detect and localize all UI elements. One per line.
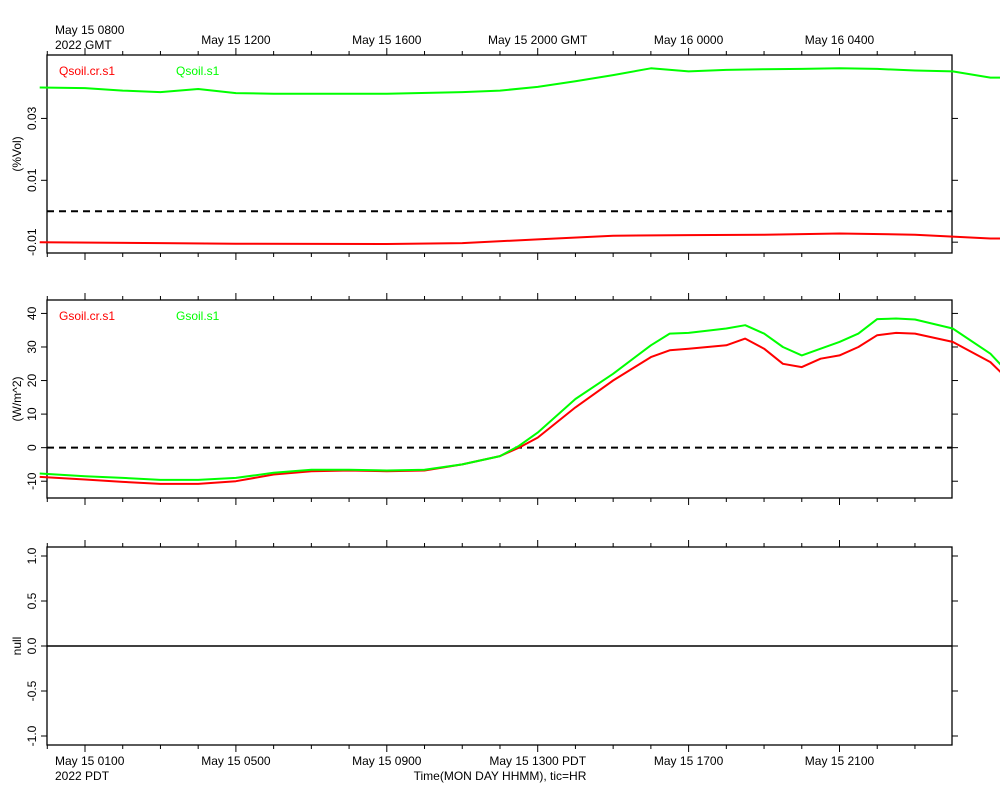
bottom-start-year-label: 2022 PDT [55, 769, 110, 783]
panel-1: -0.01 0.01 0.03(%Vol) Qsoil.cr.s1 Qsoil.s1 [10, 48, 1000, 260]
bottom-tick-label: May 15 0500 [201, 754, 271, 768]
series-line-Gsoil-s1 [39, 317, 1000, 481]
top-tick-label: May 15 1600 [352, 33, 422, 47]
y-axis-label: (%Vol) [10, 136, 24, 171]
y-tick-label: 10 [25, 407, 39, 421]
y-tick-label: 20 [25, 374, 39, 388]
bottom-tick-label: May 15 1700 [654, 754, 724, 768]
legend-Qsoil-s1: Qsoil.s1 [176, 64, 220, 78]
top-tick-label: May 16 0400 [805, 33, 875, 47]
y-tick-label: 0.0 [25, 637, 39, 654]
top-start-label: May 15 0800 [55, 23, 125, 37]
y-tick-label: -0.01 [25, 228, 39, 256]
bottom-start-label: May 15 0100 [55, 754, 125, 768]
top-tick-label: May 15 2000 GMT [488, 33, 588, 47]
x-axis-title: Time(MON DAY HHMM), tic=HR [414, 769, 587, 783]
bottom-tick-label: May 15 0900 [352, 754, 422, 768]
bottom-tick-label: May 15 2100 [805, 754, 875, 768]
y-tick-label: 1.0 [25, 547, 39, 564]
y-tick-label: 0.03 [25, 106, 39, 130]
y-tick-label: 0 [25, 444, 39, 451]
y-axis-label: (W/m^2) [10, 377, 24, 422]
series-line-Qsoil-cr-s1 [39, 232, 1000, 245]
series-line-Gsoil-cr-s1 [39, 331, 1000, 485]
y-tick-label: -1.0 [25, 725, 39, 746]
legend-Qsoil-cr-s1: Qsoil.cr.s1 [59, 64, 115, 78]
y-tick-label: -10 [25, 472, 39, 490]
top-tick-label: May 16 0000 [654, 33, 724, 47]
legend-Gsoil-s1: Gsoil.s1 [176, 309, 220, 323]
bottom-tick-label: May 15 1300 PDT [489, 754, 586, 768]
y-tick-label: 0.5 [25, 592, 39, 609]
panel-frame [46, 299, 953, 499]
y-axis-label: null [10, 637, 24, 656]
panel-3: -1.0 -0.5 0.0 0.5 1.0 null [10, 540, 958, 752]
legend-Gsoil-cr-s1: Gsoil.cr.s1 [59, 309, 115, 323]
y-tick-label: 30 [25, 340, 39, 354]
top-tick-label: May 15 1200 [201, 33, 271, 47]
series-line-Qsoil-s1 [39, 67, 1000, 95]
y-tick-label: 40 [25, 306, 39, 320]
top-start-year-label: 2022 GMT [55, 38, 112, 52]
panel-frame [46, 54, 953, 254]
y-tick-label: -0.5 [25, 680, 39, 701]
y-tick-label: 0.01 [25, 168, 39, 192]
panel-2: -10 0 10 20 30 40 (W/m^2) Gsoil.cr.s1 Gsoil.s1 [10, 293, 1000, 505]
